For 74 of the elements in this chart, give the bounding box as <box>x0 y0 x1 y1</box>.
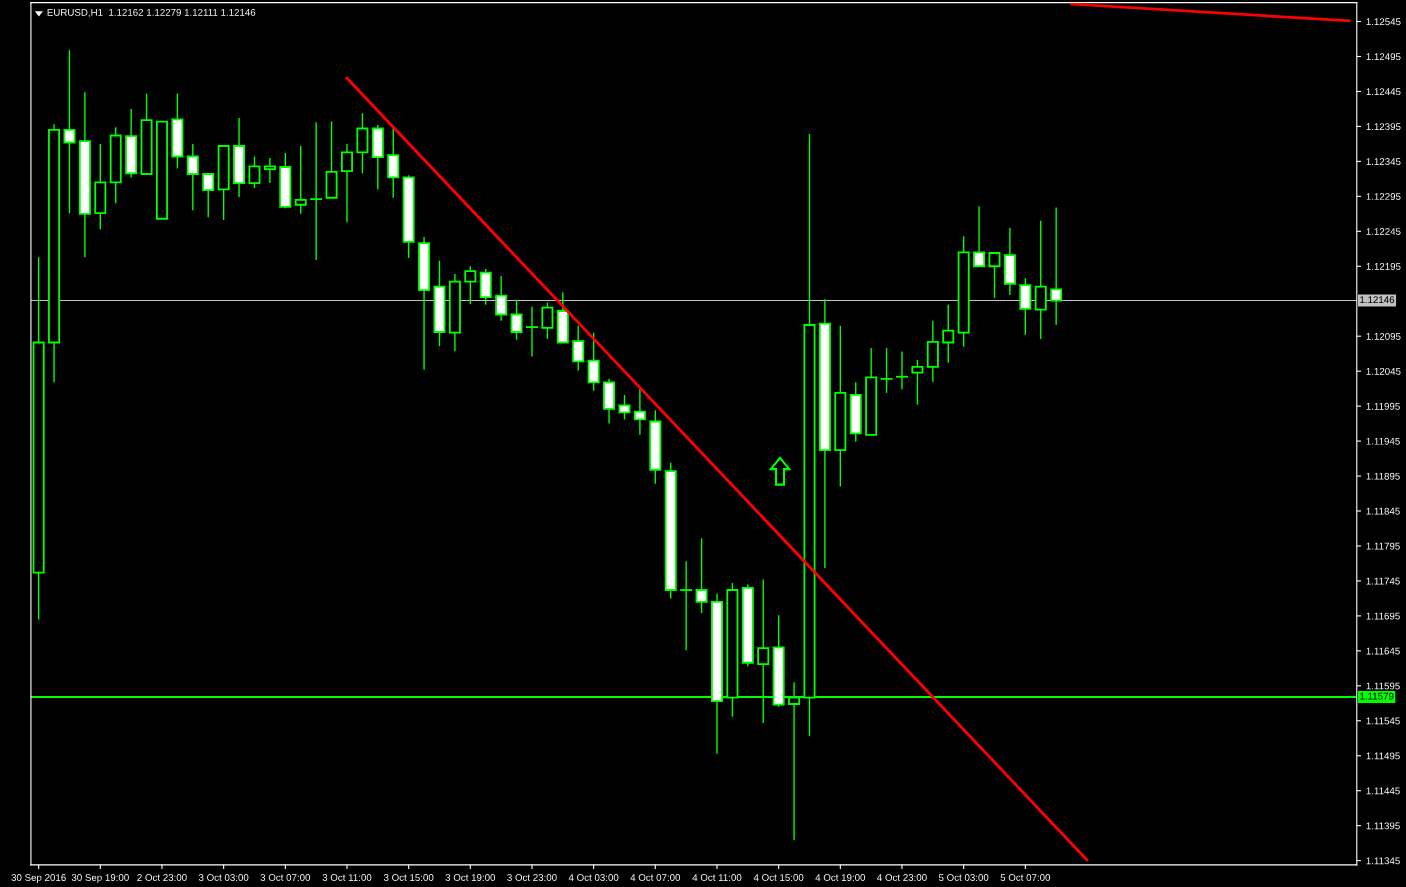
candlestick <box>1050 206 1063 326</box>
y-tick-label: 1.12295 <box>1366 193 1401 200</box>
y-tick-label: 1.11945 <box>1366 437 1400 445</box>
candlestick <box>248 155 261 189</box>
x-tick-label: 4 Oct 15:00 <box>753 874 804 881</box>
candlestick <box>911 359 924 406</box>
candlestick <box>587 332 600 392</box>
x-tick-label: 30 Sep 2016 <box>11 874 66 883</box>
candlestick <box>186 143 199 212</box>
y-tick-label: 1.11895 <box>1366 472 1400 480</box>
candlestick <box>695 537 708 614</box>
x-tick-label: 2 Oct 23:00 <box>137 874 187 881</box>
x-tick-label: 4 Oct 11:00 <box>692 874 742 881</box>
candlestick <box>572 325 585 372</box>
y-tick-label: 1.11995 <box>1366 402 1400 410</box>
y-tick-label: 1.11445 <box>1366 787 1400 795</box>
y-tick-label: 1.12195 <box>1366 263 1401 270</box>
candlestick <box>541 301 554 340</box>
y-tick-label: 1.12545 <box>1366 18 1401 26</box>
candlestick <box>356 112 369 174</box>
ref-line-label: 1.11579 <box>1360 692 1394 700</box>
x-tick-label: 3 Oct 19:00 <box>445 874 496 881</box>
candlestick <box>1034 220 1047 340</box>
y-tick-label: 1.11795 <box>1366 542 1400 550</box>
y-tick-label: 1.12445 <box>1366 88 1401 96</box>
y-tick-label: 1.12245 <box>1366 228 1401 235</box>
candlestick <box>310 121 323 261</box>
candlestick <box>880 347 893 394</box>
y-tick-label: 1.12345 <box>1366 158 1401 166</box>
y-tick-label: 1.12495 <box>1366 53 1401 61</box>
y-tick-label: 1.11845 <box>1366 507 1400 515</box>
ref-line-label: 1.12146 <box>1360 296 1395 304</box>
candlestick <box>895 350 908 391</box>
y-tick-label: 1.11395 <box>1366 822 1400 830</box>
candlestick <box>973 205 986 268</box>
candlestick <box>680 560 693 651</box>
x-tick-label: 4 Oct 03:00 <box>568 874 619 881</box>
y-tick-label: 1.11495 <box>1366 752 1400 760</box>
x-tick-label: 3 Oct 15:00 <box>383 874 434 881</box>
candlestick <box>294 145 307 215</box>
x-tick-label: 4 Oct 07:00 <box>630 874 681 881</box>
y-tick-label: 1.11545 <box>1366 717 1400 725</box>
candlestick <box>1019 277 1032 336</box>
candlestick <box>464 265 477 305</box>
y-tick-label: 1.12045 <box>1366 367 1401 375</box>
candlestick <box>633 387 646 436</box>
candlestick <box>510 299 523 341</box>
text: EURUSD,H1 1.12162 1.12279 1.12111 1.12146 <box>47 8 256 17</box>
candlestick <box>63 49 76 214</box>
x-tick-label: 5 Oct 03:00 <box>938 874 989 881</box>
candlestick <box>942 304 955 364</box>
x-tick-label: 3 Oct 11:00 <box>322 874 372 881</box>
candlestick <box>340 143 353 223</box>
x-tick-label: 3 Oct 23:00 <box>507 874 557 881</box>
x-tick-label: 4 Oct 19:00 <box>815 874 866 881</box>
y-tick-label: 1.12395 <box>1366 123 1401 131</box>
candlestick <box>988 252 1001 299</box>
y-tick-label: 1.11695 <box>1366 612 1400 620</box>
candlestick <box>263 157 276 184</box>
x-tick-label: 3 Oct 07:00 <box>260 874 311 881</box>
y-tick-label: 1.11645 <box>1366 647 1400 655</box>
x-tick-label: 30 Sep 19:00 <box>71 874 129 883</box>
y-tick-label: 1.12095 <box>1366 332 1401 340</box>
y-tick-label: 1.11745 <box>1366 577 1400 585</box>
candlestick <box>387 127 400 199</box>
candlestick <box>202 172 215 219</box>
candlestick <box>525 306 538 358</box>
x-tick-label: 3 Oct 03:00 <box>198 874 249 881</box>
candlestick <box>495 275 508 322</box>
y-tick-label: 1.11595 <box>1366 682 1400 690</box>
y-tick-label: 1.11345 <box>1366 857 1400 865</box>
x-tick-label: 5 Oct 07:00 <box>1000 874 1051 881</box>
candlestick <box>618 394 631 421</box>
x-tick-label: 4 Oct 23:00 <box>877 874 927 881</box>
